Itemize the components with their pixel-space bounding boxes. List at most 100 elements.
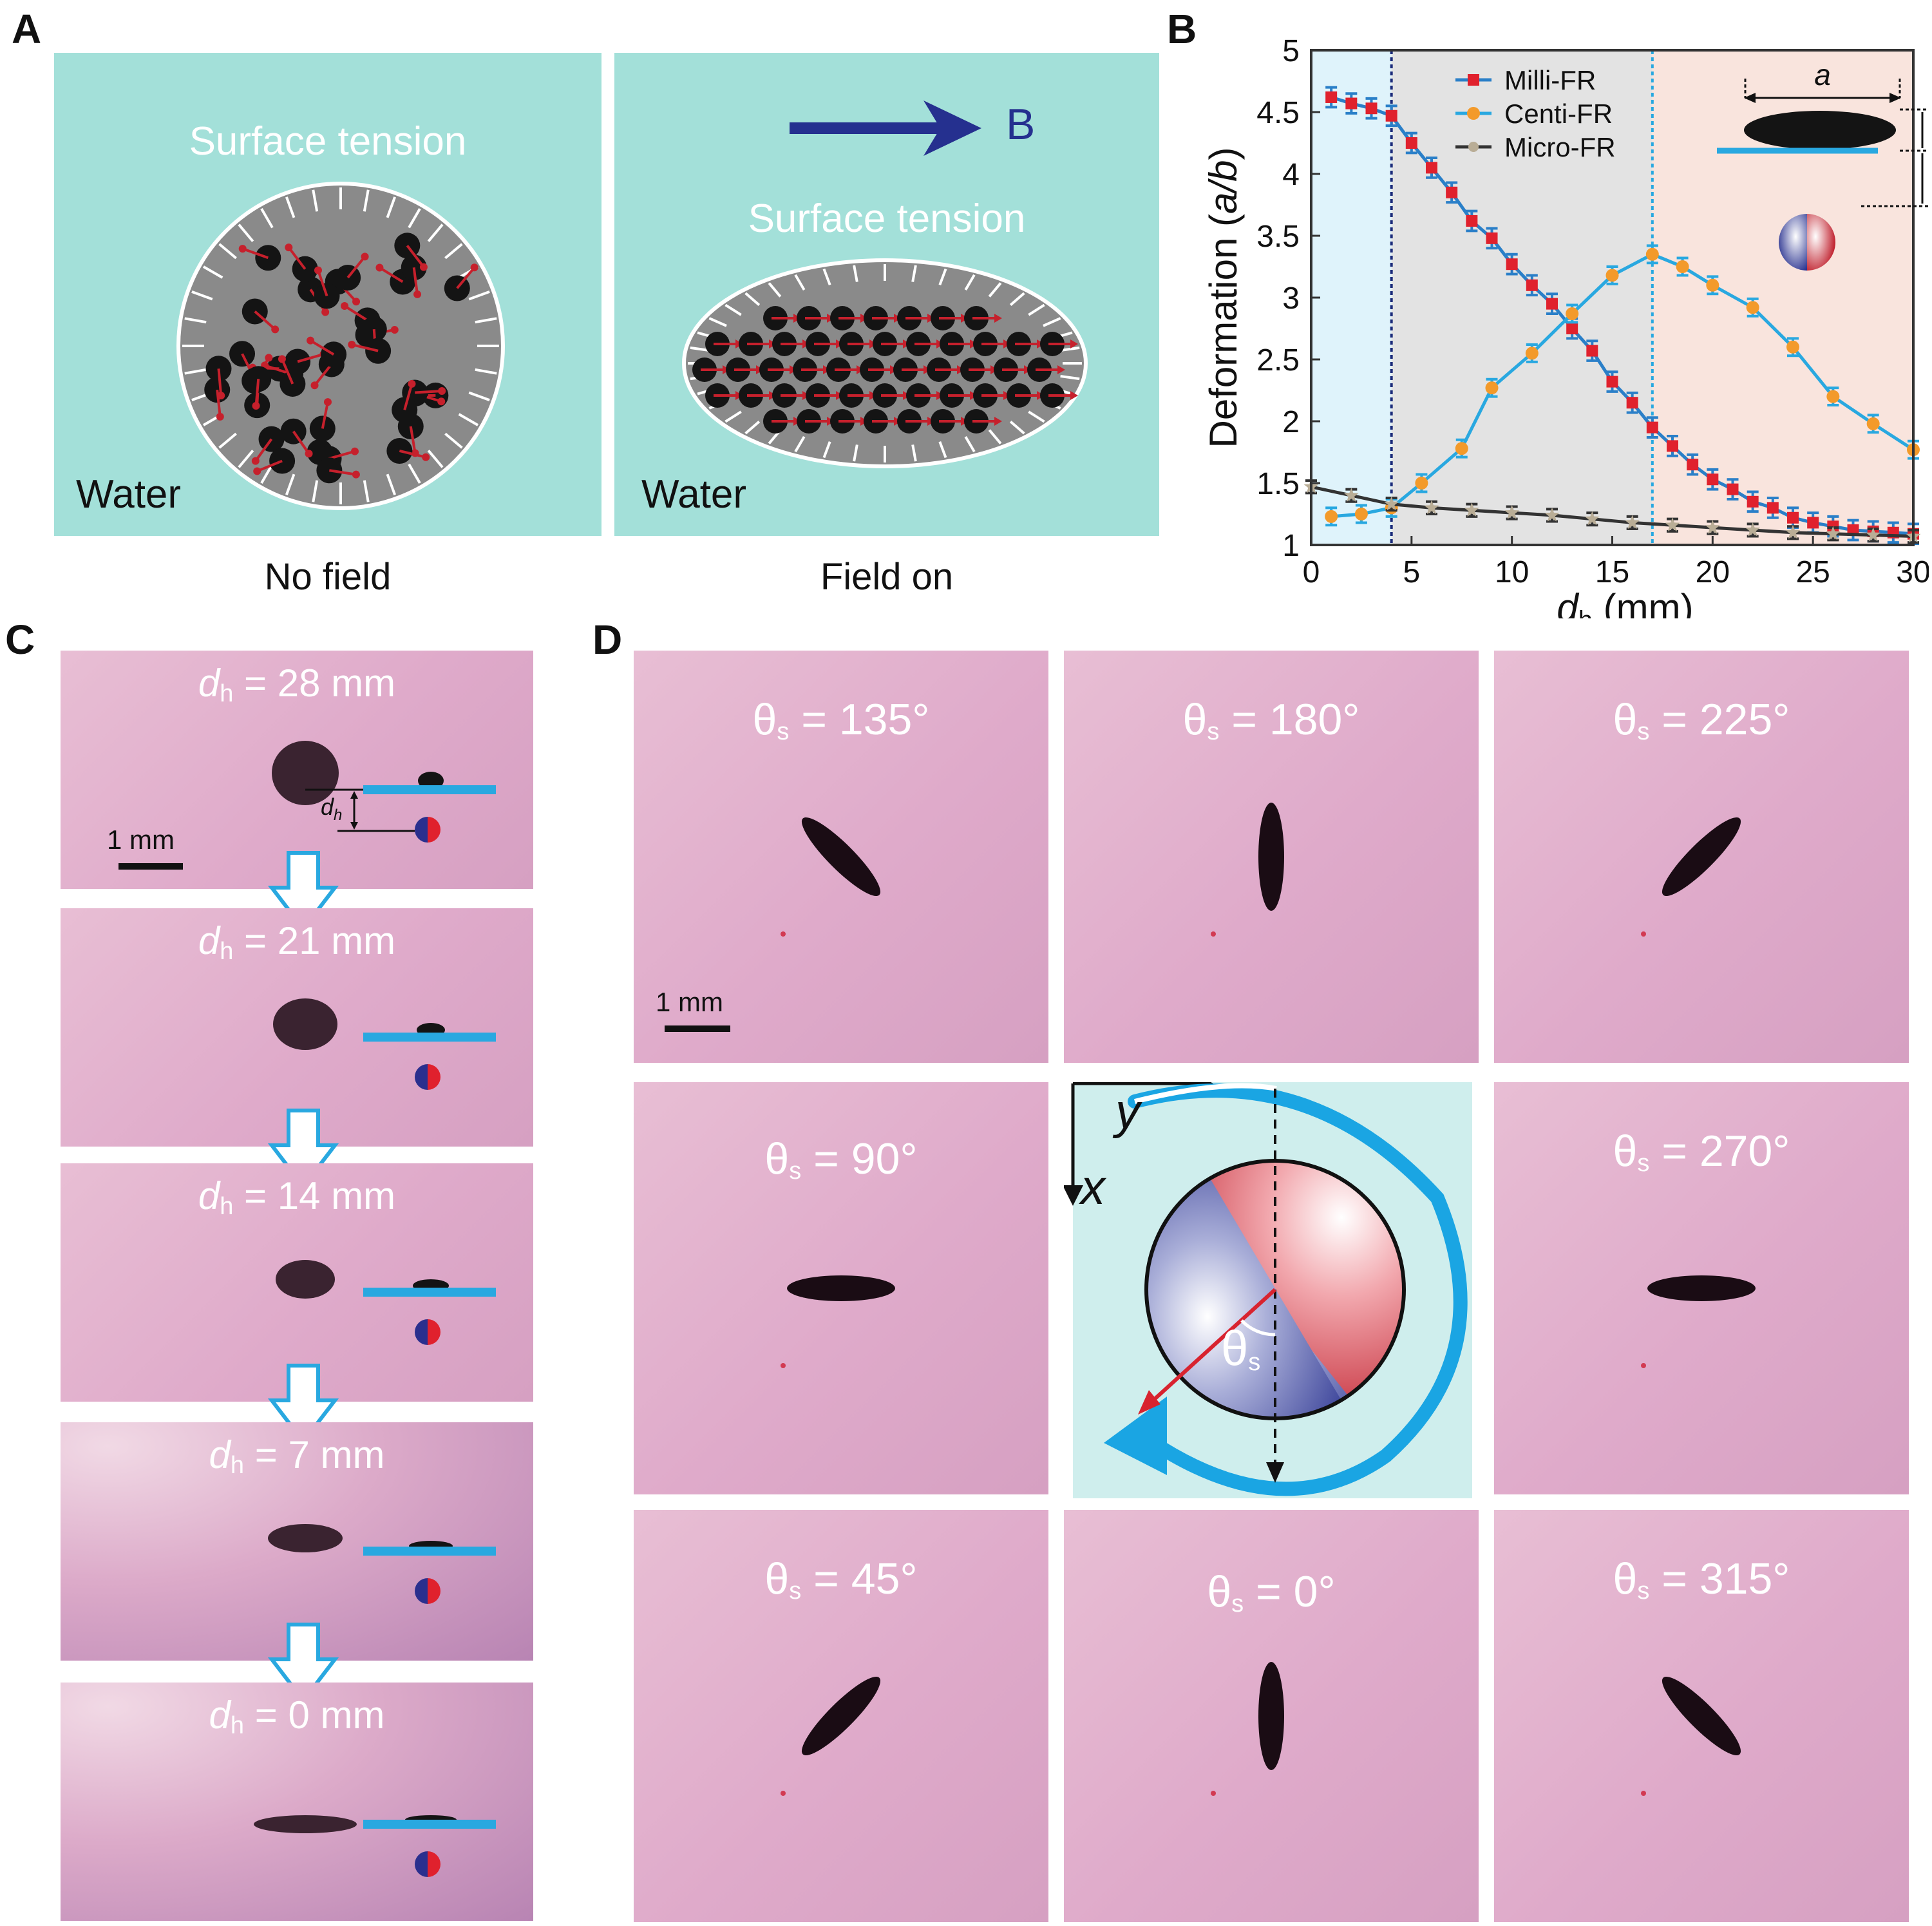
theta-frame: θs = 180° <box>1064 651 1479 1063</box>
water-label-right: Water <box>641 472 747 517</box>
data-point <box>1646 421 1658 434</box>
svg-text:Centi-FR: Centi-FR <box>1504 99 1613 129</box>
data-point <box>1325 510 1338 523</box>
magnetic-particle <box>279 370 306 397</box>
data-point <box>1705 520 1720 534</box>
data-point <box>1785 524 1801 539</box>
data-point <box>1455 442 1468 455</box>
panel-a-right-frame: B Surface tension Water <box>614 53 1159 536</box>
data-point <box>1745 522 1761 537</box>
magnetic-particle <box>394 233 421 259</box>
droplet <box>276 1260 335 1299</box>
data-point <box>1747 495 1759 508</box>
y-axis-label: Deformation (a/b) <box>1202 148 1245 448</box>
data-point <box>1424 500 1439 515</box>
chart-region <box>1391 50 1653 545</box>
theta-label: θs = 45° <box>764 1554 918 1605</box>
theta-frame: θs = 0° <box>1064 1510 1479 1922</box>
data-point <box>1707 473 1719 486</box>
data-point <box>1354 508 1368 520</box>
deformation-chart: 0 5 10 15 20 25 30 1 1.5 2 2.5 3 3.5 4 4.5 5 dh (mm) Defo… <box>1202 34 1929 618</box>
robot-ellipse <box>1258 1662 1284 1770</box>
theta-frame: θs = 90° <box>634 1082 1048 1494</box>
scale-bar <box>665 1025 730 1032</box>
data-point <box>1405 137 1417 149</box>
theta-label: θs = 225° <box>1613 695 1790 745</box>
magnetic-particle <box>365 338 392 364</box>
dh-frame: dh = 14 mm <box>61 1163 533 1402</box>
robot-ellipse <box>801 1676 881 1756</box>
caption-field-on: Field on <box>820 556 954 598</box>
data-point <box>1605 269 1619 282</box>
y-tick-label: 1.5 <box>1256 467 1300 501</box>
panel-b-letter: B <box>1167 6 1197 52</box>
data-point <box>1544 507 1560 522</box>
chart-region <box>1311 50 1392 545</box>
field-label: B <box>1006 100 1036 149</box>
data-point <box>1606 376 1618 388</box>
data-point <box>1486 232 1498 244</box>
water-label-left: Water <box>76 472 182 517</box>
data-point <box>1807 517 1819 529</box>
x-tick-label: 25 <box>1795 555 1830 589</box>
legend-entry: Micro-FR <box>1455 132 1616 162</box>
dh-label: dh = 28 mm <box>198 662 396 707</box>
data-point <box>1385 110 1397 122</box>
x-tick-label: 20 <box>1696 555 1730 589</box>
droplet <box>254 1815 357 1833</box>
svg-text:Micro-FR: Micro-FR <box>1504 132 1616 162</box>
data-point <box>1526 279 1538 291</box>
magnetic-particle <box>335 264 361 291</box>
data-point <box>1506 258 1518 271</box>
panel-a-letter: A <box>12 6 42 52</box>
dh-frame: dh = 28 mm dh 1 mm <box>61 651 533 889</box>
data-point <box>1687 459 1699 471</box>
data-point <box>1866 527 1881 542</box>
data-point <box>1566 323 1578 334</box>
y-tick-label: 4.5 <box>1256 96 1300 130</box>
magnetic-particle <box>386 437 413 464</box>
panel-d-letter: D <box>592 616 623 663</box>
data-point <box>1365 102 1378 115</box>
panel-a-left-frame: Surface tension Water <box>54 53 601 536</box>
field-arrow <box>790 100 981 156</box>
legend-entry: Centi-FR <box>1455 99 1613 129</box>
data-point <box>1826 390 1840 403</box>
droplet <box>273 998 337 1050</box>
scale-bar-label: 1 mm <box>107 825 175 855</box>
theta-frame: θs = 315° <box>1494 1510 1909 1922</box>
data-point <box>1546 298 1558 310</box>
data-point <box>1727 483 1739 495</box>
y-tick-label: 3.5 <box>1256 220 1300 254</box>
x-tick-label: 15 <box>1595 555 1629 589</box>
data-point <box>1345 97 1358 110</box>
data-point <box>1645 247 1659 261</box>
data-point <box>1485 381 1499 395</box>
data-point <box>1325 91 1338 103</box>
surface-tension-label-left: Surface tension <box>189 119 467 164</box>
caption-no-field: No field <box>264 556 392 598</box>
surface-tension-label-right: Surface tension <box>748 196 1026 241</box>
down-arrow <box>268 1623 339 1704</box>
y-tick-label: 2.5 <box>1256 343 1300 377</box>
theta-frame: θs = 45° <box>634 1510 1048 1922</box>
robot-ellipse <box>801 817 881 897</box>
magnetic-particle <box>321 341 347 368</box>
magnetic-particle <box>258 426 285 452</box>
data-point <box>1825 526 1841 540</box>
robot-ellipse <box>1258 803 1284 911</box>
data-point <box>1787 511 1799 524</box>
scale-bar-label: 1 mm <box>656 987 723 1017</box>
data-point <box>1426 162 1437 174</box>
data-point <box>1584 511 1600 526</box>
robot-ellipse <box>1662 1676 1741 1756</box>
theta-frame: θs = 270° <box>1494 1082 1909 1494</box>
legend-entry: Milli-FR <box>1455 65 1596 95</box>
axis-x-label: x <box>1081 1160 1105 1215</box>
dh-label: dh = 0 mm <box>209 1693 385 1739</box>
inset-dh-label: dh <box>321 794 343 825</box>
data-point <box>1866 417 1880 430</box>
data-point <box>1665 517 1680 531</box>
droplet <box>268 1524 343 1552</box>
data-point <box>1464 502 1479 517</box>
